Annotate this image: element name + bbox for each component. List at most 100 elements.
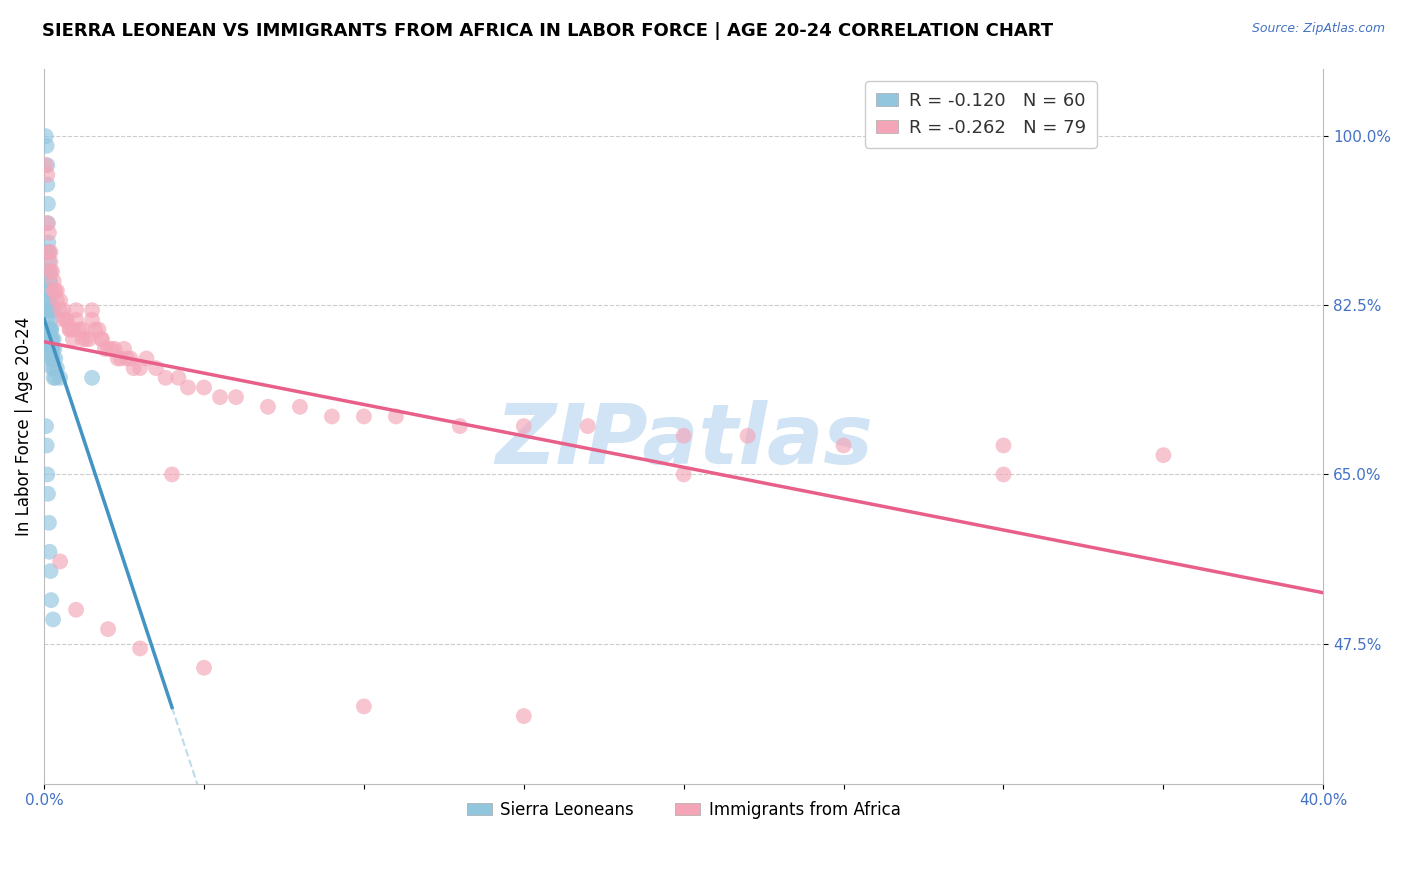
Point [39, 342, 62, 356]
Point [80, 303, 103, 318]
Point [45, 284, 67, 298]
Point [103, 342, 125, 356]
Point [39, 593, 62, 607]
Point [39, 322, 62, 336]
Point [77, 332, 100, 346]
Point [37, 178, 59, 192]
Point [37, 158, 59, 172]
Point [90, 332, 112, 346]
Point [87, 322, 110, 336]
Point [38, 245, 60, 260]
Point [80, 371, 103, 385]
Point [160, 467, 183, 482]
Point [39, 303, 62, 318]
Point [167, 371, 190, 385]
Point [257, 400, 280, 414]
Point [37, 235, 59, 250]
Point [38, 255, 60, 269]
Point [42, 371, 65, 385]
Point [120, 351, 142, 366]
Point [39, 293, 62, 308]
Point [135, 351, 157, 366]
Point [90, 332, 112, 346]
Point [129, 641, 152, 656]
Point [67, 322, 90, 336]
Point [42, 361, 65, 376]
Point [353, 409, 375, 424]
Text: SIERRA LEONEAN VS IMMIGRANTS FROM AFRICA IN LABOR FORCE | AGE 20-24 CORRELATION : SIERRA LEONEAN VS IMMIGRANTS FROM AFRICA… [42, 22, 1053, 40]
Point [42, 274, 65, 288]
Point [44, 371, 66, 385]
Point [97, 622, 120, 636]
Point [39, 245, 62, 260]
Point [52, 313, 75, 327]
Point [39, 255, 62, 269]
Point [993, 467, 1015, 482]
Point [44, 342, 66, 356]
Point [37, 168, 59, 182]
Point [37, 322, 59, 336]
Point [513, 419, 536, 434]
Point [35, 303, 58, 318]
Point [44, 284, 66, 298]
Point [145, 361, 167, 376]
Point [38, 516, 60, 530]
Point [41, 342, 63, 356]
Point [75, 332, 97, 346]
Point [72, 322, 94, 336]
Point [37, 216, 59, 230]
Point [110, 351, 132, 366]
Point [129, 361, 152, 376]
Point [35, 293, 58, 308]
Point [513, 709, 536, 723]
Point [37, 284, 59, 298]
Point [39, 264, 62, 278]
Y-axis label: In Labor Force | Age 20-24: In Labor Force | Age 20-24 [15, 317, 32, 536]
Point [38, 245, 60, 260]
Point [449, 419, 471, 434]
Point [41, 332, 63, 346]
Point [288, 400, 311, 414]
Point [45, 361, 67, 376]
Legend: Sierra Leoneans, Immigrants from Africa: Sierra Leoneans, Immigrants from Africa [460, 794, 907, 825]
Point [385, 409, 408, 424]
Point [737, 429, 759, 443]
Point [353, 699, 375, 714]
Point [42, 351, 65, 366]
Point [39, 351, 62, 366]
Point [38, 226, 60, 240]
Point [62, 332, 84, 346]
Point [155, 371, 177, 385]
Point [100, 342, 122, 356]
Point [39, 322, 62, 336]
Point [55, 313, 77, 327]
Point [37, 467, 59, 482]
Point [38, 264, 60, 278]
Point [38, 322, 60, 336]
Point [72, 332, 94, 346]
Point [35, 419, 58, 434]
Point [42, 284, 65, 298]
Point [38, 303, 60, 318]
Point [832, 438, 855, 452]
Point [35, 158, 58, 172]
Point [80, 313, 103, 327]
Point [38, 332, 60, 346]
Point [42, 303, 65, 318]
Point [49, 293, 72, 308]
Point [193, 661, 215, 675]
Point [1152, 448, 1174, 462]
Point [52, 303, 75, 318]
Point [38, 284, 60, 298]
Point [37, 322, 59, 336]
Point [97, 342, 120, 356]
Point [37, 487, 59, 501]
Point [41, 342, 63, 356]
Point [35, 438, 58, 452]
Point [65, 603, 87, 617]
Point [321, 409, 343, 424]
Point [193, 380, 215, 394]
Point [38, 274, 60, 288]
Point [59, 322, 82, 336]
Point [112, 342, 135, 356]
